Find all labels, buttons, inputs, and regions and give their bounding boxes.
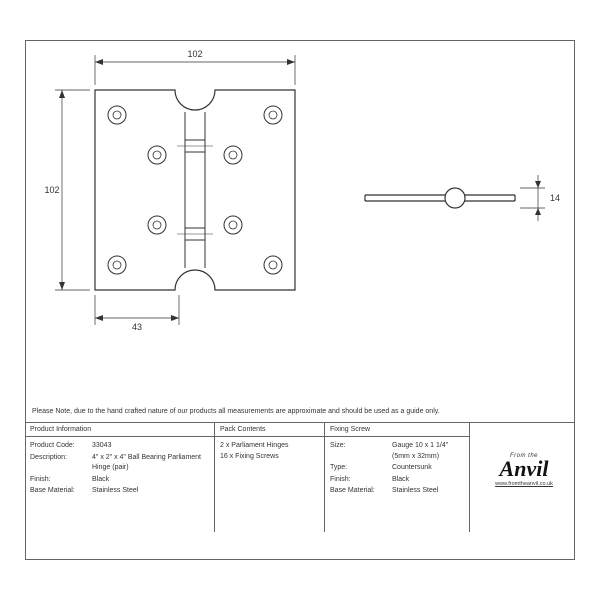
pi-label: Base Material: <box>30 486 92 497</box>
fs-value: Stainless Steel <box>392 486 464 497</box>
pi-value: 4" x 2" x 4" Ball Bearing Parliament Hin… <box>92 453 209 474</box>
pi-label: Description: <box>30 453 92 474</box>
dim-height-value: 102 <box>44 185 59 195</box>
pack-contents-column: Pack Contents 2 x Parliament Hinges 16 x… <box>215 423 325 532</box>
fs-label: Base Material: <box>330 486 392 497</box>
page: 102 102 43 <box>0 0 600 600</box>
note-text: Please Note, due to the hand crafted nat… <box>32 408 440 415</box>
product-info-column: Product Information Product Code:33043 D… <box>25 423 215 532</box>
dim-leaf-value: 43 <box>132 322 142 332</box>
front-view: 102 102 43 <box>44 50 295 332</box>
info-table: Product Information Product Code:33043 D… <box>25 422 575 532</box>
fs-label: Finish: <box>330 475 392 486</box>
logo-column: From the Anvil www.fromtheanvil.co.uk <box>470 423 575 532</box>
pi-label: Finish: <box>30 475 92 486</box>
fs-value: Black <box>392 475 464 486</box>
fixing-screw-header: Fixing Screw <box>325 423 469 437</box>
logo-name: Anvil <box>478 459 570 479</box>
fs-value: Countersunk <box>392 463 464 474</box>
dim-width-value: 102 <box>187 50 202 59</box>
side-view: 14 <box>365 175 560 221</box>
pi-value: 33043 <box>92 441 209 452</box>
dim-thickness: 14 <box>520 175 560 221</box>
brand-logo: From the Anvil www.fromtheanvil.co.uk <box>478 453 570 487</box>
dim-height: 102 <box>44 90 90 290</box>
dim-thickness-value: 14 <box>550 193 560 203</box>
fs-label: Type: <box>330 463 392 474</box>
pack-item: 16 x Fixing Screws <box>220 452 319 463</box>
fs-value: Gauge 10 x 1 1/4" (5mm x 32mm) <box>392 441 464 462</box>
product-info-header: Product Information <box>25 423 214 437</box>
fixing-screw-column: Fixing Screw Size:Gauge 10 x 1 1/4" (5mm… <box>325 423 470 532</box>
technical-drawing: 102 102 43 <box>35 50 565 400</box>
pi-value: Black <box>92 475 209 486</box>
drawing-svg: 102 102 43 <box>35 50 565 400</box>
dim-width: 102 <box>95 50 295 85</box>
pack-item: 2 x Parliament Hinges <box>220 441 319 452</box>
dim-leaf-width: 43 <box>95 295 179 332</box>
pi-value: Stainless Steel <box>92 486 209 497</box>
pack-contents-header: Pack Contents <box>215 423 324 437</box>
fs-label: Size: <box>330 441 392 462</box>
logo-url: www.fromtheanvil.co.uk <box>478 481 570 487</box>
pi-label: Product Code: <box>30 441 92 452</box>
